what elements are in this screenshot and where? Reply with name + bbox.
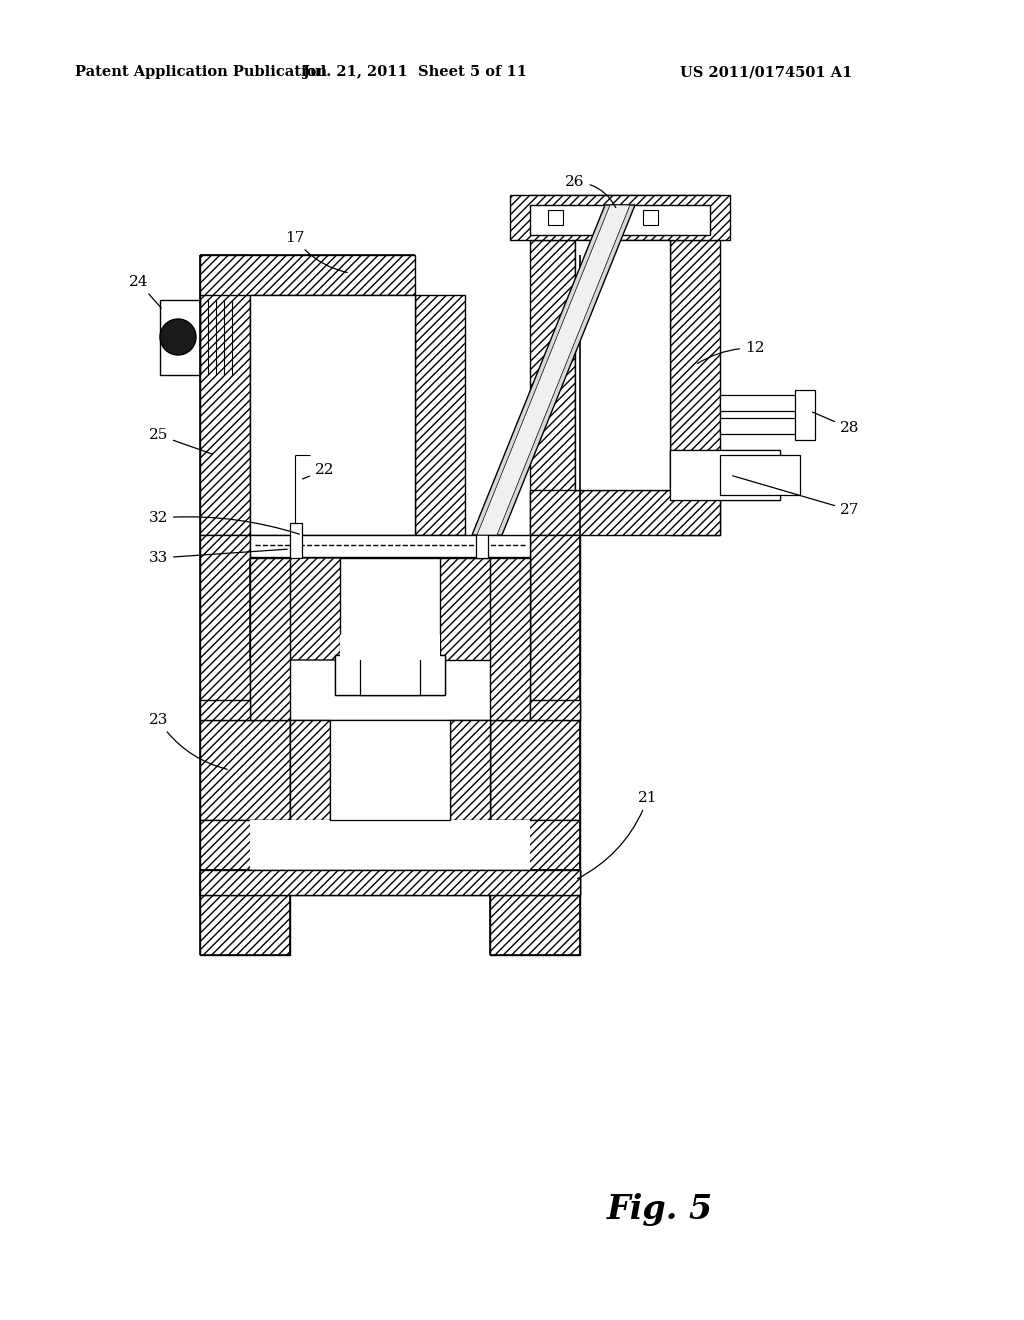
Polygon shape <box>477 205 630 535</box>
Bar <box>795 389 815 440</box>
Polygon shape <box>200 820 580 870</box>
Text: 22: 22 <box>302 463 335 479</box>
Bar <box>643 210 658 224</box>
Text: 33: 33 <box>148 549 287 565</box>
Bar <box>720 418 810 434</box>
Circle shape <box>160 319 196 355</box>
Bar <box>575 240 670 490</box>
Text: 32: 32 <box>148 511 299 535</box>
Text: 12: 12 <box>697 341 765 363</box>
Polygon shape <box>340 635 440 660</box>
Bar <box>250 558 530 719</box>
Polygon shape <box>390 558 530 660</box>
Polygon shape <box>670 450 780 500</box>
Bar <box>250 820 530 870</box>
Bar <box>200 870 580 895</box>
Bar <box>476 523 488 558</box>
Polygon shape <box>340 558 440 660</box>
Text: 24: 24 <box>128 275 161 308</box>
Polygon shape <box>490 870 580 954</box>
Polygon shape <box>200 719 290 820</box>
Polygon shape <box>490 719 580 820</box>
Polygon shape <box>530 535 580 719</box>
Text: 21: 21 <box>578 791 657 879</box>
Text: 25: 25 <box>148 428 212 454</box>
Text: 20: 20 <box>260 611 280 624</box>
Polygon shape <box>335 655 445 696</box>
Polygon shape <box>415 294 465 535</box>
Bar <box>360 655 420 696</box>
Polygon shape <box>510 195 730 240</box>
Text: 23: 23 <box>148 713 227 770</box>
Polygon shape <box>530 700 580 719</box>
Polygon shape <box>530 490 720 535</box>
Polygon shape <box>670 240 720 535</box>
Polygon shape <box>472 205 635 535</box>
Polygon shape <box>530 240 575 535</box>
Polygon shape <box>530 195 720 240</box>
Text: 28: 28 <box>813 412 859 436</box>
Text: 27: 27 <box>732 475 859 517</box>
Polygon shape <box>250 558 290 719</box>
Bar <box>670 450 780 500</box>
Polygon shape <box>200 700 250 719</box>
Polygon shape <box>290 719 330 820</box>
Bar <box>335 655 445 696</box>
Bar <box>530 205 710 235</box>
Polygon shape <box>200 870 580 895</box>
Bar <box>548 210 563 224</box>
Text: Fig. 5: Fig. 5 <box>607 1193 713 1226</box>
Text: US 2011/0174501 A1: US 2011/0174501 A1 <box>680 65 852 79</box>
Bar <box>250 294 415 535</box>
Polygon shape <box>200 870 290 954</box>
Text: Patent Application Publication: Patent Application Publication <box>75 65 327 79</box>
Text: 17: 17 <box>286 231 347 272</box>
Text: Jul. 21, 2011  Sheet 5 of 11: Jul. 21, 2011 Sheet 5 of 11 <box>303 65 527 79</box>
Polygon shape <box>490 558 530 719</box>
Polygon shape <box>250 558 390 660</box>
Polygon shape <box>450 719 490 820</box>
Bar <box>720 395 810 411</box>
Bar <box>720 455 800 495</box>
Bar <box>290 719 490 820</box>
Polygon shape <box>200 255 250 535</box>
Polygon shape <box>200 535 250 719</box>
Bar <box>330 719 450 820</box>
Bar <box>250 535 530 557</box>
Polygon shape <box>200 255 415 294</box>
Polygon shape <box>160 300 200 375</box>
Text: 26: 26 <box>565 176 615 207</box>
Bar <box>290 523 302 558</box>
